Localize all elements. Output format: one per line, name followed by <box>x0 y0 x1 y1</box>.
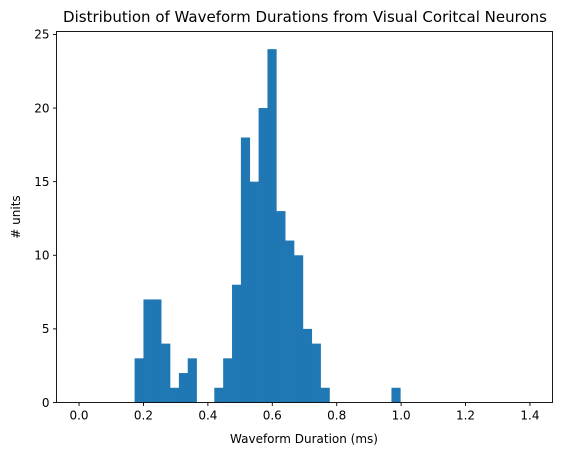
x-tick-label-4: 0.8 <box>327 409 346 423</box>
x-tick-label-3: 0.6 <box>263 409 282 423</box>
histogram-bar-12 <box>258 108 268 403</box>
histogram-bar-13 <box>267 49 277 403</box>
y-axis-label: # units <box>9 195 23 238</box>
histogram-bar-11 <box>249 181 259 403</box>
histogram-bar-0 <box>134 358 144 403</box>
chart-title: Distribution of Waveform Durations from … <box>63 8 547 26</box>
y-axis-ticks: 0 5 10 15 20 25 <box>34 28 57 410</box>
y-tick-label-4: 20 <box>34 101 49 115</box>
histogram-bar-18 <box>311 343 321 403</box>
plot-frame <box>56 31 553 403</box>
histogram-bar-9 <box>232 284 242 403</box>
x-tick-label-6: 1.2 <box>456 409 475 423</box>
histogram-bar-3 <box>161 343 171 403</box>
histogram-bar-8 <box>223 358 233 403</box>
x-tick-label-2: 0.4 <box>198 409 217 423</box>
x-tick-label-1: 0.2 <box>134 409 153 423</box>
x-axis-label: Waveform Duration (ms) <box>230 432 378 446</box>
x-tick-label-0: 0.0 <box>69 409 88 423</box>
histogram-bar-2 <box>152 299 162 403</box>
y-tick-label-5: 25 <box>34 28 49 42</box>
y-tick-label-1: 5 <box>42 322 50 336</box>
histogram-bar-4 <box>170 387 180 403</box>
histogram-bar-7 <box>214 387 224 403</box>
histogram-bar-5 <box>178 373 189 403</box>
histogram-bar-6 <box>187 358 197 403</box>
x-tick-label-7: 1.4 <box>520 409 539 423</box>
histogram-bar-1 <box>143 299 153 403</box>
histogram-bar-16 <box>294 255 304 403</box>
histogram-bar-19 <box>320 387 330 403</box>
x-axis-ticks: 0.0 0.2 0.4 0.6 0.8 1.0 1.2 1.4 <box>69 402 540 423</box>
histogram-bar-17 <box>302 328 313 403</box>
x-tick-label-5: 1.0 <box>392 409 411 423</box>
histogram-bar-10 <box>240 137 251 403</box>
histogram-bar-15 <box>285 240 295 403</box>
bars-group <box>134 49 401 403</box>
y-tick-label-3: 15 <box>34 175 49 189</box>
histogram-bar-20 <box>391 387 401 403</box>
y-tick-label-0: 0 <box>42 396 50 410</box>
y-tick-label-2: 10 <box>34 249 49 263</box>
histogram-bar-14 <box>276 211 286 403</box>
